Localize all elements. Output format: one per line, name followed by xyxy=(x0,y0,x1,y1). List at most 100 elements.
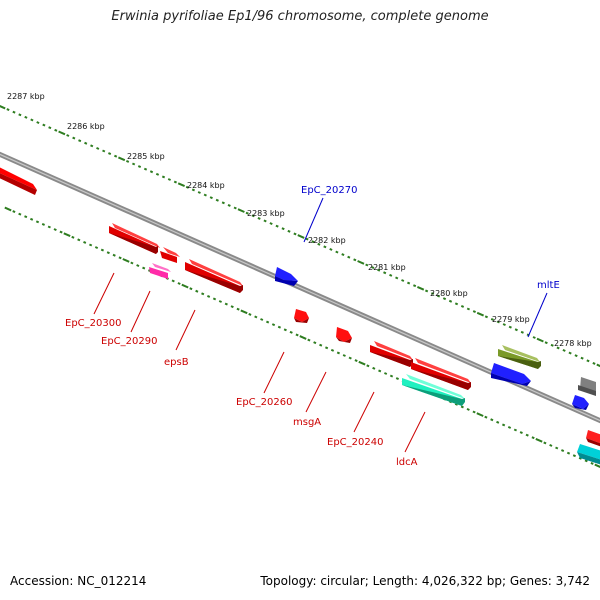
minor-tick xyxy=(108,152,112,156)
minor-tick xyxy=(342,354,346,357)
callout-line-EpC_20240 xyxy=(353,391,375,433)
minor-tick xyxy=(233,206,237,210)
minor-tick xyxy=(89,243,93,247)
minor-tick xyxy=(30,118,34,122)
minor-tick xyxy=(484,415,488,419)
minor-tick xyxy=(96,146,100,150)
minor-tick xyxy=(293,232,297,236)
minor-tick xyxy=(335,250,339,254)
gene-feature-gray-2278[interactable] xyxy=(578,377,596,396)
gene-feature-blue-2279[interactable] xyxy=(491,363,531,386)
minor-tick xyxy=(24,215,28,219)
gene-label-EpC_20300[interactable]: EpC_20300 xyxy=(65,318,121,329)
major-tick xyxy=(357,260,365,265)
minor-tick xyxy=(366,364,370,368)
gene-feature-ldcA[interactable] xyxy=(402,374,465,406)
minor-tick xyxy=(195,289,199,293)
minor-tick xyxy=(207,294,211,298)
minor-tick xyxy=(543,441,547,445)
gene-feature-EpC_20300[interactable] xyxy=(109,223,160,254)
gene-feature-msgA[interactable] xyxy=(336,327,352,343)
minor-tick xyxy=(48,126,52,130)
gene-feature-epsB[interactable] xyxy=(185,259,243,293)
minor-tick xyxy=(149,170,154,174)
major-tick xyxy=(237,208,245,213)
minor-tick xyxy=(230,305,234,309)
gene-label-ldcA[interactable]: ldcA xyxy=(396,457,418,468)
inner-tick-ruler xyxy=(4,206,600,468)
gene-feature-mltE[interactable] xyxy=(498,345,541,369)
outer-tick-ruler xyxy=(0,105,600,368)
minor-tick xyxy=(305,237,309,241)
minor-tick xyxy=(555,446,559,450)
minor-tick xyxy=(173,180,177,184)
gene-label-EpC_20240[interactable]: EpC_20240 xyxy=(327,437,383,448)
minor-tick xyxy=(431,292,435,295)
minor-tick xyxy=(556,346,560,350)
minor-tick xyxy=(295,333,299,337)
minor-tick xyxy=(544,341,548,345)
minor-tick xyxy=(83,240,87,244)
minor-tick xyxy=(436,294,441,298)
minor-tick xyxy=(100,248,104,252)
map-title: Erwinia pyrifoliae Ep1/96 chromosome, co… xyxy=(111,9,489,24)
minor-tick xyxy=(54,128,58,132)
gene-feature-left-edge[interactable] xyxy=(0,165,37,195)
major-tick xyxy=(299,335,307,340)
gene-feature-EpC_20270[interactable] xyxy=(275,267,298,286)
major-tick xyxy=(536,337,544,343)
minor-tick xyxy=(454,302,459,306)
minor-tick xyxy=(395,377,399,381)
genome-stats: Topology: circular; Length: 4,026,322 bp… xyxy=(260,574,590,588)
gene-feature-cyan-right-edge[interactable] xyxy=(577,444,600,466)
minor-tick xyxy=(371,266,375,270)
minor-tick xyxy=(18,113,22,117)
minor-tick xyxy=(90,144,94,148)
minor-tick xyxy=(341,253,345,257)
minor-tick xyxy=(12,110,16,114)
gene-label-EpC_20290[interactable]: EpC_20290 xyxy=(101,336,157,347)
gene-feature-EpC_20290[interactable] xyxy=(149,263,171,279)
major-tick xyxy=(177,182,186,188)
gene-feature-blue-2278[interactable] xyxy=(572,395,589,410)
minor-tick xyxy=(227,203,231,207)
minor-tick xyxy=(136,264,140,268)
callout-line-ldcA xyxy=(404,411,426,453)
gene-label-mltE[interactable]: mltE xyxy=(537,280,560,291)
gene-feature-EpC_20260[interactable] xyxy=(294,309,309,323)
minor-tick xyxy=(275,224,279,228)
minor-tick xyxy=(377,268,381,272)
major-tick xyxy=(63,232,71,238)
minor-tick xyxy=(266,320,270,324)
gene-label-msgA[interactable]: msgA xyxy=(293,417,321,428)
callout-line-EpC_20260 xyxy=(263,351,285,394)
minor-tick xyxy=(18,212,22,216)
gene-label-epsB[interactable]: epsB xyxy=(164,357,189,368)
minor-tick xyxy=(283,328,287,332)
minor-tick xyxy=(592,361,596,365)
minor-tick xyxy=(507,425,512,429)
kbp-label-2284: 2284 kbp xyxy=(187,181,225,190)
gene-feature-EpC_20240-b[interactable] xyxy=(411,358,471,390)
gene-feature-red-right-edge[interactable] xyxy=(586,430,600,448)
gene-label-EpC_20260[interactable]: EpC_20260 xyxy=(236,397,292,408)
topology-text: Topology: circular; xyxy=(260,574,373,588)
minor-tick xyxy=(260,318,264,321)
gene-label-EpC_20270[interactable]: EpC_20270 xyxy=(301,185,357,196)
minor-tick xyxy=(42,123,46,127)
minor-tick xyxy=(143,167,148,171)
minor-tick xyxy=(313,341,317,345)
minor-tick xyxy=(519,431,523,435)
minor-tick xyxy=(215,198,219,202)
minor-tick xyxy=(472,310,476,314)
minor-tick xyxy=(271,323,276,327)
minor-tick xyxy=(248,312,252,316)
gene-feature-EpC_20240-a[interactable] xyxy=(370,341,413,367)
major-tick xyxy=(58,130,66,136)
minor-tick xyxy=(574,354,578,358)
gene-feature-EpC_20290-upper[interactable] xyxy=(160,247,180,263)
major-tick xyxy=(0,105,6,110)
minor-tick xyxy=(372,366,376,370)
minor-tick xyxy=(496,320,500,324)
kbp-label-2278: 2278 kbp xyxy=(554,339,592,348)
